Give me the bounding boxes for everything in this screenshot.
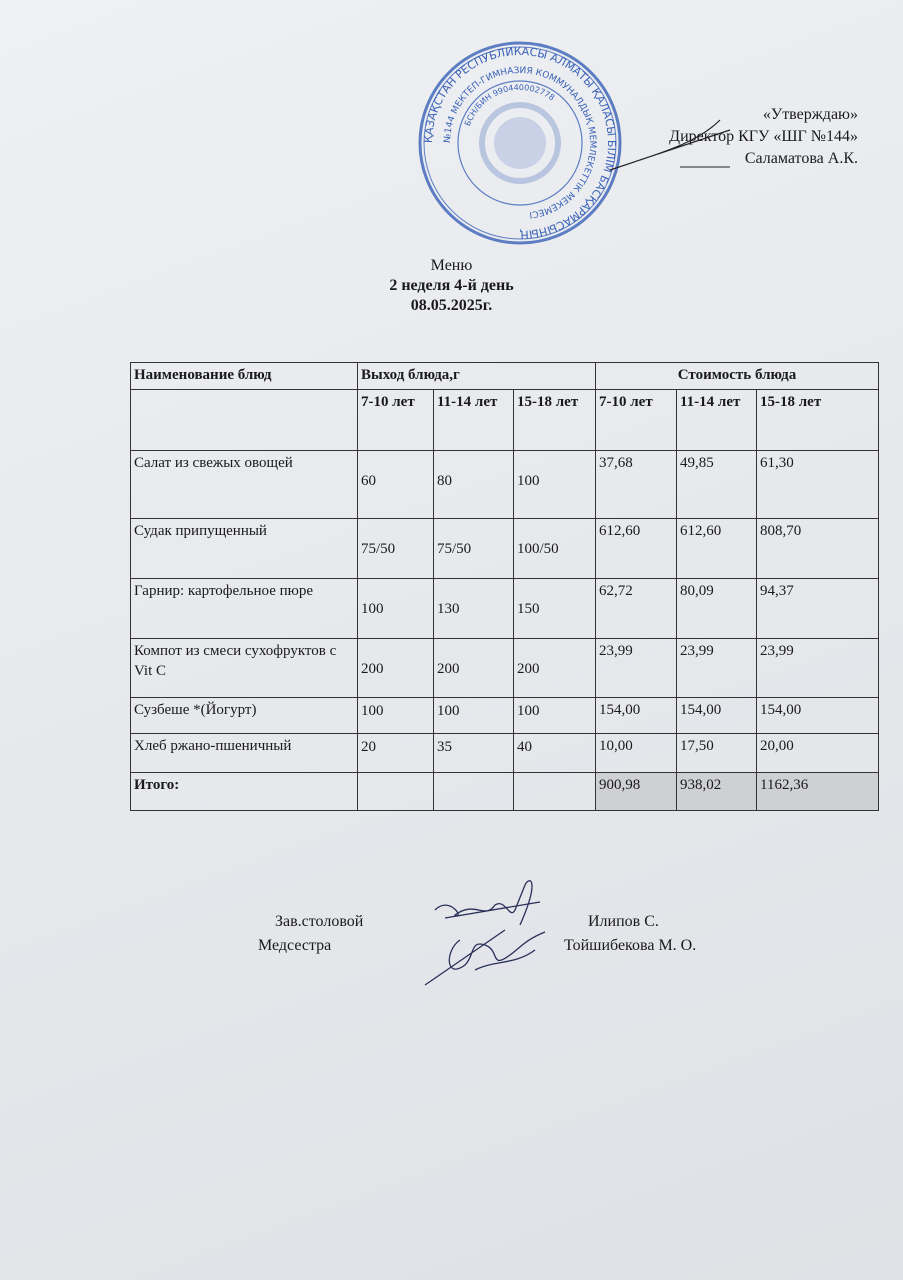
signature-role: Медсестра	[258, 937, 332, 954]
dish-yield: 200	[357, 638, 434, 698]
menu-table: Наименование блюд Выход блюда,г Стоимост…	[130, 362, 879, 811]
dish-cost: 94,37	[756, 578, 879, 639]
dish-yield: 100	[357, 578, 434, 639]
menu-week-day: 2 неделя 4-й день	[389, 277, 514, 294]
dish-cost: 23,99	[676, 638, 757, 698]
signature-role: Зав.столовой	[275, 913, 364, 930]
dish-yield: 60	[357, 450, 434, 519]
dish-yield: 100/50	[513, 518, 596, 579]
handwritten-signatures	[424, 880, 546, 986]
dish-yield: 40	[513, 733, 596, 773]
dish-cost: 23,99	[756, 638, 879, 698]
header-dish-name: Наименование блюд	[130, 362, 358, 390]
dish-cost: 154,00	[595, 697, 677, 734]
table-row: Салат из свежых овощей 60 80 100 37,68 49,85 6…	[130, 450, 879, 519]
dish-yield: 35	[433, 733, 514, 773]
total-cost: 938,02	[676, 772, 757, 811]
dish-yield: 130	[433, 578, 514, 639]
dish-yield: 100	[357, 697, 434, 734]
dish-cost: 61,30	[756, 450, 879, 519]
dish-yield: 200	[513, 638, 596, 698]
table-total-row: Итого: 900,98 938,02 1162,36	[130, 772, 879, 811]
dish-cost: 10,00	[595, 733, 677, 773]
table-row: Гарнир: картофельное пюре 100 130 150 62,72 8…	[130, 578, 879, 639]
dish-yield: 20	[357, 733, 434, 773]
total-cost: 900,98	[595, 772, 677, 811]
approval-name: Саламатова А.К.	[744, 150, 858, 167]
table-age-row: 7-10 лет 11-14 лет 15-18 лет 7-10 лет 11…	[130, 389, 879, 451]
dish-cost: 17,50	[676, 733, 757, 773]
age-header: 11-14 лет	[433, 389, 514, 451]
header-yield: Выход блюда,г	[357, 362, 596, 390]
menu-date: 08.05.2025г.	[410, 297, 493, 314]
dish-cost: 23,99	[595, 638, 677, 698]
dish-cost: 154,00	[756, 697, 879, 734]
header-cost: Стоимость блюда	[595, 362, 879, 390]
total-cost: 1162,36	[756, 772, 879, 811]
dish-name: Компот из смеси сухофруктов с Vit C	[130, 638, 358, 698]
dish-cost: 20,00	[756, 733, 879, 773]
dish-yield: 100	[513, 450, 596, 519]
dish-yield: 75/50	[433, 518, 514, 579]
signature-name: Илипов С.	[588, 913, 659, 930]
dish-name: Судак припущенный	[130, 518, 358, 579]
signature-name: Тойшибекова М. О.	[564, 937, 697, 954]
table-row: Хлеб ржано-пшеничный 20 35 40 10,00 17,50 20,0…	[130, 733, 879, 773]
approval-position: Директор КГУ «ШГ №144»	[669, 128, 858, 145]
dish-yield: 100	[433, 697, 514, 734]
dish-cost: 62,72	[595, 578, 677, 639]
total-label: Итого:	[130, 772, 358, 811]
document-title: Меню 2 неделя 4-й день 08.05.2025г.	[0, 256, 903, 316]
table-header-row: Наименование блюд Выход блюда,г Стоимост…	[130, 362, 879, 390]
age-header: 7-10 лет	[357, 389, 434, 451]
dish-yield: 100	[513, 697, 596, 734]
dish-cost: 808,70	[756, 518, 879, 579]
director-signature	[609, 119, 731, 171]
official-stamp: ҚАЗАҚСТАН РЕСПУБЛИКАСЫ АЛМАТЫ ҚАЛАСЫ БІЛ…	[418, 41, 622, 245]
menu-title: Меню	[430, 257, 473, 274]
dish-cost: 80,09	[676, 578, 757, 639]
dish-name: Гарнир: картофельное пюре	[130, 578, 358, 639]
dish-yield: 150	[513, 578, 596, 639]
dish-cost: 612,60	[595, 518, 677, 579]
dish-yield: 80	[433, 450, 514, 519]
dish-cost: 37,68	[595, 450, 677, 519]
age-header: 15-18 лет	[756, 389, 879, 451]
age-header: 11-14 лет	[676, 389, 757, 451]
dish-name: Салат из свежых овощей	[130, 450, 358, 519]
dish-cost: 49,85	[676, 450, 757, 519]
table-row: Судак припущенный 75/50 75/50 100/50 612,60 6…	[130, 518, 879, 579]
table-row: Компот из смеси сухофруктов с Vit C 200 20…	[130, 638, 879, 698]
dish-yield: 75/50	[357, 518, 434, 579]
dish-cost: 154,00	[676, 697, 757, 734]
dish-name: Хлеб ржано-пшеничный	[130, 733, 358, 773]
table-row: Сузбеше *(Йогурт) 100 100 100 154,00 154,00 15…	[130, 697, 879, 734]
age-header: 7-10 лет	[595, 389, 677, 451]
age-header: 15-18 лет	[513, 389, 596, 451]
dish-name: Сузбеше *(Йогурт)	[130, 697, 358, 734]
approval-heading: «Утверждаю»	[762, 106, 858, 123]
dish-yield: 200	[433, 638, 514, 698]
approval-block: «Утверждаю» Директор КГУ «ШГ №144» Салам…	[669, 104, 858, 170]
dish-cost: 612,60	[676, 518, 757, 579]
